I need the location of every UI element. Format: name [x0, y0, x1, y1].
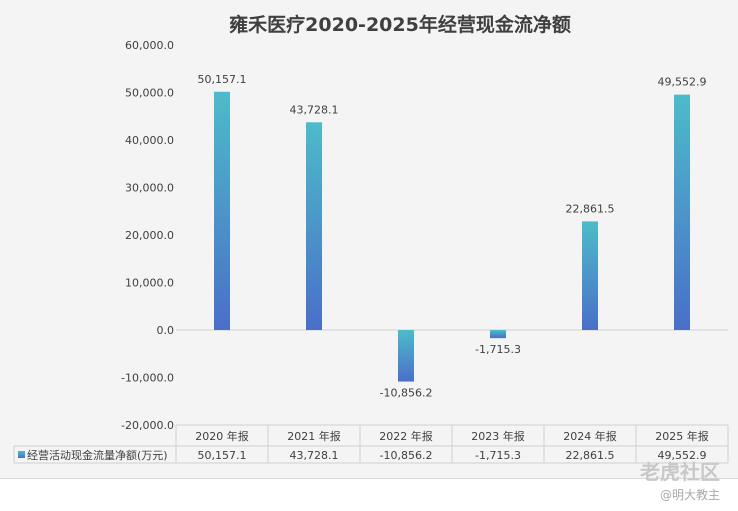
data-label: 50,157.1 [198, 73, 247, 86]
data-label: -1,715.3 [475, 343, 521, 356]
y-tick-label: 30,000.0 [125, 182, 174, 195]
watermark-author: @明大教主 [660, 488, 721, 502]
bar [398, 330, 414, 382]
x-category-label: 2022 年报 [379, 429, 433, 443]
data-label: 22,861.5 [566, 202, 615, 215]
bar [306, 122, 322, 330]
table-value: -1,715.3 [475, 449, 521, 462]
table-value: -10,856.2 [380, 449, 433, 462]
x-category-label: 2023 年报 [471, 429, 525, 443]
watermark-brand: 老虎社区 [640, 460, 720, 484]
table-value: 22,861.5 [566, 449, 615, 462]
bar [214, 91, 230, 330]
table-value: 50,157.1 [198, 449, 247, 462]
x-category-label: 2020 年报 [195, 429, 249, 443]
table-value: 43,728.1 [290, 449, 339, 462]
bar [674, 94, 690, 331]
chart-area [0, 0, 738, 479]
y-tick-label: 40,000.0 [125, 134, 174, 147]
y-tick-label: 0.0 [157, 324, 175, 337]
x-category-label: 2021 年报 [287, 429, 341, 443]
legend-label: 经营活动现金流量净额(万元) [27, 448, 168, 462]
x-category-label: 2025 年报 [655, 429, 709, 443]
y-tick-label: 20,000.0 [125, 229, 174, 242]
bar [582, 221, 598, 330]
x-category-label: 2024 年报 [563, 429, 617, 443]
y-tick-label: -20,000.0 [121, 419, 174, 432]
data-label: 49,552.9 [658, 76, 707, 89]
y-tick-label: 10,000.0 [125, 277, 174, 290]
bar [490, 330, 506, 339]
chart-title: 雍禾医疗2020-2025年经营现金流净额 [229, 14, 571, 36]
table-value: 49,552.9 [658, 449, 707, 462]
y-tick-label: -10,000.0 [121, 372, 174, 385]
y-tick-label: 60,000.0 [125, 39, 174, 52]
y-tick-label: 50,000.0 [125, 87, 174, 100]
data-label: 43,728.1 [290, 103, 339, 116]
legend-swatch [18, 451, 25, 458]
data-label: -10,856.2 [380, 387, 433, 400]
